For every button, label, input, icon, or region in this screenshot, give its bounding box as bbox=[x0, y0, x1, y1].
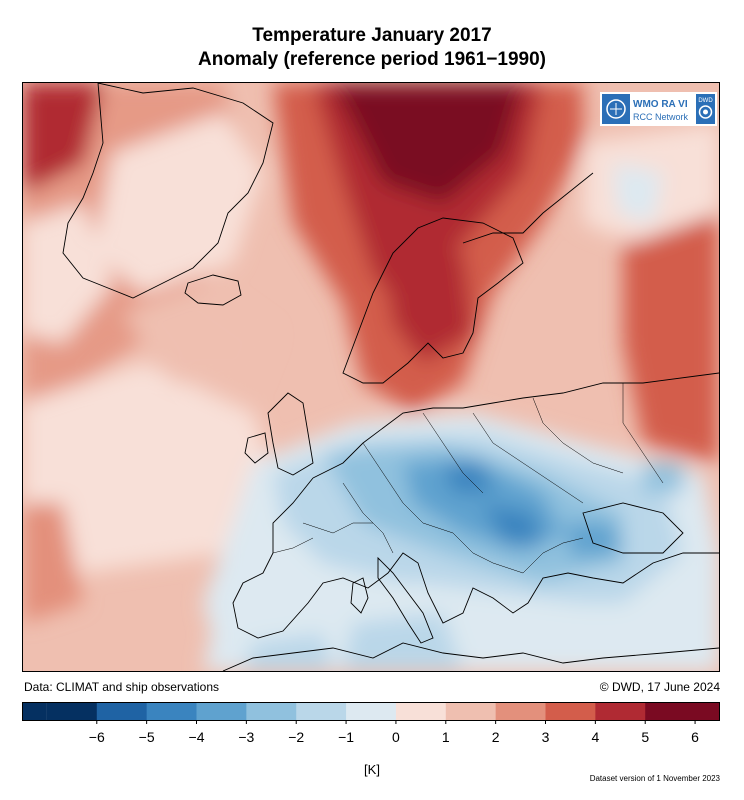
colorbar-tick-label: 0 bbox=[392, 729, 400, 745]
colorbar-swatch bbox=[246, 702, 297, 720]
colorbar-swatch bbox=[395, 702, 447, 720]
dwd-swirl-icon bbox=[696, 94, 715, 124]
colorbar-unit: [K] bbox=[364, 762, 380, 777]
colorbar-tick-label: −4 bbox=[189, 729, 205, 745]
wmo-text: WMO RA VI bbox=[633, 99, 688, 110]
colorbar-tick-label: −6 bbox=[89, 729, 105, 745]
colorbar-swatch bbox=[196, 702, 247, 720]
anomaly-map bbox=[22, 82, 720, 672]
colorbar-tick-label: 4 bbox=[591, 729, 599, 745]
country-borders bbox=[272, 383, 664, 574]
source-note: Data: CLIMAT and ship observations bbox=[24, 680, 219, 694]
colorbar-swatch bbox=[346, 702, 397, 720]
colorbar-tick-label: −3 bbox=[238, 729, 254, 745]
dwd-text: DWD bbox=[698, 98, 713, 104]
colorbar-tick-label: 5 bbox=[641, 729, 649, 745]
dataset-version: Dataset version of 1 November 2023 bbox=[589, 774, 720, 783]
colorbar-tick-label: −1 bbox=[338, 729, 354, 745]
colorbar-swatch bbox=[645, 702, 696, 720]
colorbar-tick-label: 3 bbox=[542, 729, 550, 745]
colorbar-swatch bbox=[695, 702, 720, 720]
colorbar-tick-label: 1 bbox=[442, 729, 450, 745]
colorbar-swatch bbox=[545, 702, 596, 720]
colorbar-swatch bbox=[495, 702, 546, 720]
colorbar-swatch bbox=[146, 702, 197, 720]
colorbar-swatch bbox=[96, 702, 148, 720]
colorbar-swatch bbox=[22, 702, 47, 720]
colorbar-swatch bbox=[445, 702, 497, 720]
colorbar-swatch bbox=[296, 702, 347, 720]
colorbar-tick-label: 2 bbox=[492, 729, 500, 745]
map-subtitle: Anomaly (reference period 1961−1990) bbox=[198, 49, 546, 70]
map-title: Temperature January 2017 bbox=[252, 25, 492, 46]
colorbar-frame bbox=[22, 702, 720, 721]
colorbar-tick-label: −2 bbox=[288, 729, 304, 745]
coastlines bbox=[62, 83, 719, 671]
copyright: © DWD, 17 June 2024 bbox=[599, 680, 720, 694]
colorbar: −6 −5 −4 −3 −2 −1 0 1 2 3 4 5 6 bbox=[22, 700, 720, 764]
wmo-emblem-icon bbox=[602, 94, 630, 124]
colorbar-swatch bbox=[595, 702, 646, 720]
colorbar-tick-label: 6 bbox=[691, 729, 699, 745]
anomaly-field bbox=[23, 83, 719, 671]
colorbar-swatch bbox=[46, 702, 98, 720]
rcc-text: RCC Network bbox=[633, 112, 689, 122]
colorbar-tick-label: −5 bbox=[139, 729, 155, 745]
wmo-rcc-logo: WMO RA VI RCC Network DWD bbox=[600, 92, 717, 126]
